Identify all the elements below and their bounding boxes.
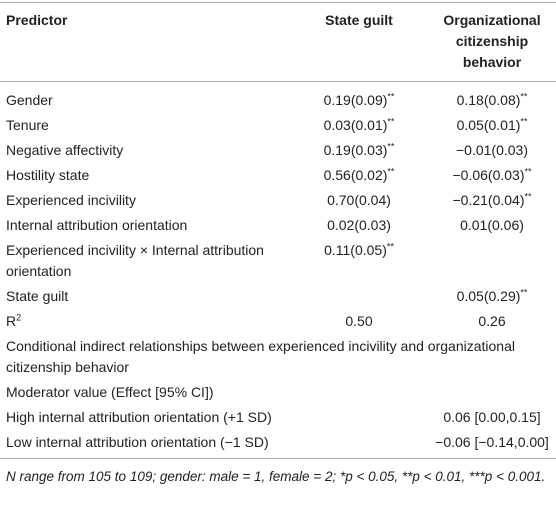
value-cell: 0.19(0.09)**	[290, 82, 428, 114]
cell-text: 0.01(0.06)	[460, 217, 524, 233]
value-cell: 0.05(0.01)**	[428, 113, 556, 138]
predictor-cell: High internal attribution orientation (+…	[6, 409, 272, 425]
footnote: N range from 105 to 109; gender: male = …	[6, 469, 546, 484]
significance: **	[520, 287, 528, 298]
significance: **	[386, 241, 394, 252]
cell-text: R	[6, 313, 17, 329]
significance: **	[387, 141, 395, 152]
predictor-cell: Moderator value (Effect [95% CI])	[6, 384, 214, 400]
table-row: Internal attribution orientation 0.02(0.0…	[0, 213, 556, 238]
value-cell: 0.18(0.08)**	[428, 82, 556, 114]
significance: **	[387, 91, 395, 102]
header-cell: Predictor	[0, 2, 290, 82]
table-row: State guilt 0.05(0.29)**	[0, 284, 556, 309]
value-cell: 0.06 [0.00,0.15]	[428, 405, 556, 430]
predictor-cell: Tenure	[6, 117, 49, 133]
value-cell: 0.11(0.05)**	[290, 238, 428, 284]
table-row: Gender 0.19(0.09)** 0.18(0.08)**	[0, 82, 556, 114]
value-cell: 0.02(0.03)	[290, 213, 428, 238]
value-cell: 0.56(0.02)**	[290, 163, 428, 188]
value-cell: 0.50	[290, 309, 428, 334]
cell-text: 0.19(0.09)	[323, 92, 388, 108]
predictor-cell: R2	[0, 309, 290, 334]
cell-text: 0.18(0.08)	[456, 92, 521, 108]
value-cell: 0.05(0.29)**	[428, 284, 556, 309]
significance: **	[520, 116, 528, 127]
table-body: Gender 0.19(0.09)** 0.18(0.08)** Tenure 0.03…	[0, 82, 556, 459]
value-cell	[290, 284, 428, 309]
table-row: Conditional indirect relationships betwe…	[0, 334, 556, 380]
predictor-cell: Negative affectivity	[6, 142, 124, 158]
table-row: Experienced incivility 0.70(0.04) −0.21(0.…	[0, 188, 556, 213]
cell-text: 0.05(0.01)	[456, 117, 521, 133]
significance: **	[387, 116, 395, 127]
cell-text: 0.70(0.04)	[327, 192, 391, 208]
significance: **	[524, 166, 532, 177]
value-cell: 0.03(0.01)**	[290, 113, 428, 138]
value-cell: 0.01(0.06)	[428, 213, 556, 238]
table-row: High internal attribution orientation (+…	[0, 405, 556, 430]
predictor-cell: Low internal attribution orientation (−1…	[0, 430, 290, 459]
cell-text: 0.03(0.01)	[323, 117, 388, 133]
table-row: Negative affectivity 0.19(0.03)** −0.01(0.…	[0, 138, 556, 163]
cell-text: −0.06(0.03)	[452, 167, 525, 183]
header-cell: Organizational citizenship behavior	[428, 2, 556, 82]
cell-text: −0.06 [−0.14,0.00]	[435, 434, 549, 450]
predictor-cell: Experienced incivility	[6, 192, 136, 208]
cell-text: 0.56(0.02)	[323, 167, 388, 183]
value-cell: 0.19(0.03)**	[290, 138, 428, 163]
header-cell: State guilt	[290, 2, 428, 82]
value-cell: −0.06(0.03)**	[428, 163, 556, 188]
table-row: Tenure 0.03(0.01)** 0.05(0.01)**	[0, 113, 556, 138]
predictor-cell: Hostility state	[6, 167, 90, 183]
value-cell: 0.26	[428, 309, 556, 334]
value-cell	[290, 405, 428, 430]
value-cell	[428, 238, 556, 284]
value-cell: −0.21(0.04)**	[428, 188, 556, 213]
table-row: Moderator value (Effect [95% CI])	[0, 380, 556, 405]
table-row: Experienced incivility × Internal attrib…	[0, 238, 556, 284]
significance: **	[520, 91, 528, 102]
significance: **	[524, 191, 532, 202]
results-table: Predictor State guilt Organizational cit…	[0, 2, 556, 459]
predictor-cell: Internal attribution orientation	[6, 217, 188, 233]
cell-text: 0.06 [0.00,0.15]	[443, 409, 541, 425]
predictor-cell: Gender	[6, 92, 53, 108]
cell-text: 0.02(0.03)	[327, 217, 391, 233]
predictor-cell: State guilt	[6, 288, 69, 304]
cell-text: −0.01(0.03)	[456, 142, 528, 158]
cell-text: 0.05(0.29)	[456, 288, 521, 304]
table-row: Low internal attribution orientation (−1…	[0, 430, 556, 459]
header-row: Predictor State guilt Organizational cit…	[0, 2, 556, 82]
value-cell: −0.01(0.03)	[428, 138, 556, 163]
value-cell: 0.70(0.04)	[290, 188, 428, 213]
table-row: Hostility state 0.56(0.02)** −0.06(0.03)**	[0, 163, 556, 188]
predictor-cell: Experienced incivility × Internal attrib…	[6, 242, 264, 279]
predictor-cell: Conditional indirect relationships betwe…	[6, 338, 515, 375]
value-cell: −0.06 [−0.14,0.00]	[428, 430, 556, 459]
cell-text: 0.26	[478, 313, 506, 329]
cell-text: 0.19(0.03)	[323, 142, 388, 158]
cell-text: 0.50	[345, 313, 373, 329]
table-row: R2 0.50 0.26	[0, 309, 556, 334]
significance: **	[387, 166, 395, 177]
significance: 2	[16, 312, 22, 323]
cell-text: −0.21(0.04)	[452, 192, 525, 208]
value-cell	[290, 430, 428, 459]
cell-text: 0.11(0.05)	[324, 242, 387, 258]
